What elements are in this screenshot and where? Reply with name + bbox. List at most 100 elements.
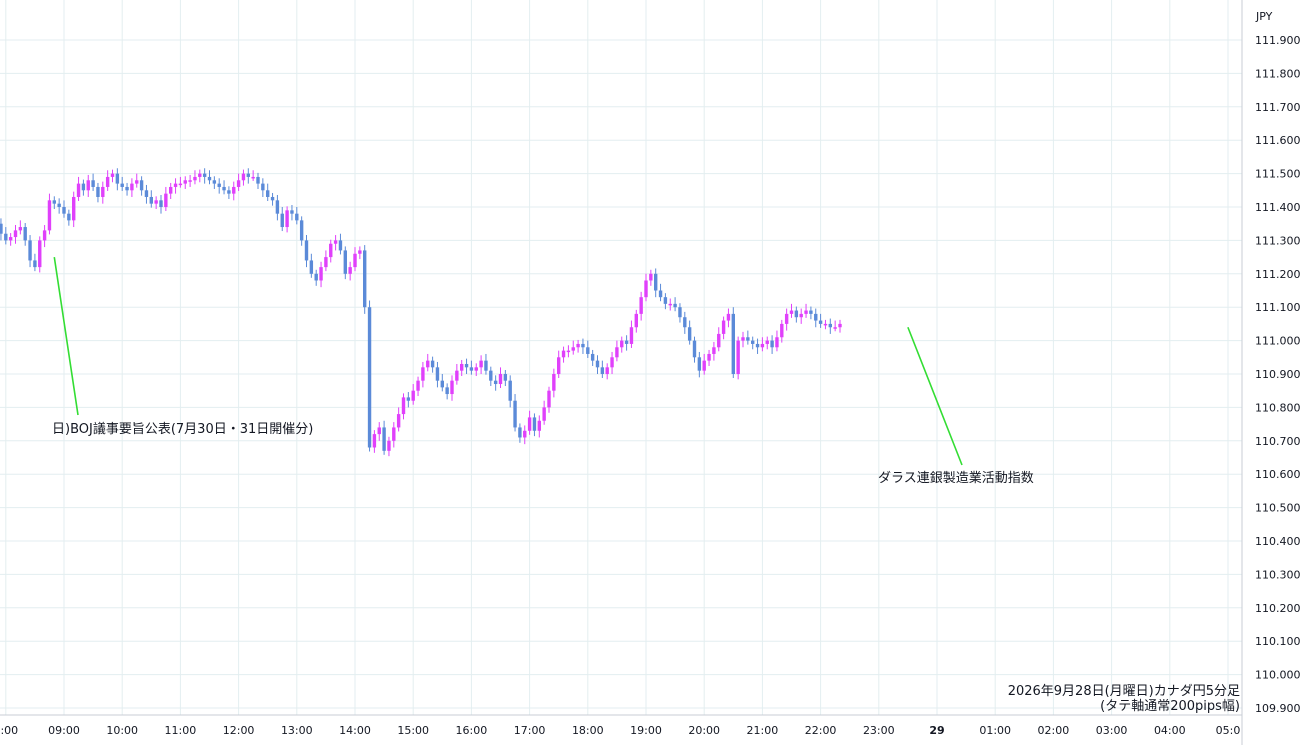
candle-body <box>789 310 794 314</box>
candle-body <box>552 374 556 391</box>
candle-body <box>232 186 236 194</box>
candle-body <box>775 337 779 348</box>
candle-body <box>33 260 37 268</box>
candle-body <box>639 297 643 314</box>
candle-body <box>333 240 338 244</box>
x-tick-label: 03:00 <box>1096 724 1128 737</box>
candle-body <box>324 257 328 268</box>
x-tick-label: 02:00 <box>1038 724 1070 737</box>
candle-body <box>367 307 372 448</box>
candle-body <box>193 176 197 181</box>
candle-body <box>595 360 600 368</box>
candle-body <box>537 420 541 431</box>
candle-body <box>28 240 32 261</box>
candle-body <box>290 210 294 214</box>
y-tick-label: 111.300 <box>1255 234 1300 247</box>
candle-body <box>67 213 71 221</box>
candle-body <box>809 310 813 314</box>
candle-body <box>295 213 299 221</box>
candle-body <box>392 427 396 441</box>
candle-body <box>76 183 81 197</box>
candle-body <box>770 340 774 348</box>
x-tick-label: 04:00 <box>1154 724 1186 737</box>
grid <box>0 0 1242 715</box>
candle-body <box>426 360 430 368</box>
price-axis: 111.900 111.800 111.700 111.600 111.500 111.4… <box>1255 34 1300 715</box>
candle-body <box>101 186 105 197</box>
candle-body <box>479 360 483 368</box>
candle-body <box>135 180 139 184</box>
candle-body <box>0 223 3 234</box>
candle-body <box>57 203 61 207</box>
candle-body <box>561 350 566 358</box>
x-tick-label: 16:00 <box>456 724 488 737</box>
x-tick-label: 23:00 <box>863 724 895 737</box>
candle-body <box>440 380 444 388</box>
candle-body <box>430 360 435 368</box>
x-tick-label: 09:00 <box>48 724 80 737</box>
candle-body <box>566 350 571 353</box>
candle-body <box>726 313 731 321</box>
candle-body <box>18 227 23 231</box>
candle-body <box>110 173 115 177</box>
candle-body <box>532 417 537 431</box>
candle-body <box>484 360 488 371</box>
candle-body <box>838 323 842 328</box>
candle-body <box>673 303 677 308</box>
candle-body <box>62 207 66 214</box>
candle-body <box>833 327 837 329</box>
x-tick-label: 19:00 <box>630 724 662 737</box>
candle-body <box>416 380 420 391</box>
candle-body <box>178 183 183 186</box>
candle-body <box>493 380 498 385</box>
price-unit-label: JPY <box>1255 10 1273 23</box>
x-tick-label: 17:00 <box>514 724 546 737</box>
candle-body <box>547 390 551 408</box>
candle-body <box>731 313 735 374</box>
candle-body <box>377 427 381 435</box>
candle-body <box>678 307 682 318</box>
candle-body <box>707 353 711 361</box>
candle-body <box>125 186 129 191</box>
candle-body <box>266 190 270 197</box>
x-tick-label: 15:00 <box>397 724 429 737</box>
candle-body <box>503 374 508 381</box>
candle-body <box>251 176 255 179</box>
candle-body <box>658 290 663 298</box>
y-tick-label: 111.000 <box>1255 335 1300 348</box>
candle-body <box>149 196 153 204</box>
candle-body <box>120 183 124 187</box>
candle-body <box>683 317 687 328</box>
candle-body <box>644 280 648 298</box>
candle-body <box>455 370 459 381</box>
candle-body <box>814 313 818 321</box>
x-tick-label: 01:00 <box>979 724 1011 737</box>
candle-body <box>164 193 168 207</box>
candle-body <box>188 180 192 182</box>
y-tick-label: 111.500 <box>1255 168 1300 181</box>
candle-body <box>38 240 42 268</box>
candles <box>0 168 842 457</box>
candle-body <box>261 183 265 191</box>
candle-body <box>52 200 56 204</box>
candle-body <box>406 397 411 401</box>
candle-body <box>358 250 362 254</box>
chart-caption-subtitle: (タテ軸通常200pips幅) <box>1100 699 1240 714</box>
candle-body <box>372 434 377 448</box>
candle-body <box>183 180 187 184</box>
candle-body <box>654 273 658 291</box>
candle-body <box>717 333 721 348</box>
candle-body <box>222 186 226 191</box>
x-tick-label: 12:00 <box>223 724 255 737</box>
x-tick-label: 21:00 <box>747 724 779 737</box>
candle-body <box>460 363 464 371</box>
x-tick-label: 13:00 <box>281 724 313 737</box>
candle-body <box>256 176 260 184</box>
candle-body <box>72 196 76 221</box>
candle-body <box>86 180 90 191</box>
candle-body <box>615 347 619 358</box>
candle-body <box>154 200 158 204</box>
candle-body <box>304 240 309 261</box>
candle-body <box>353 253 357 268</box>
candle-body <box>450 380 454 395</box>
